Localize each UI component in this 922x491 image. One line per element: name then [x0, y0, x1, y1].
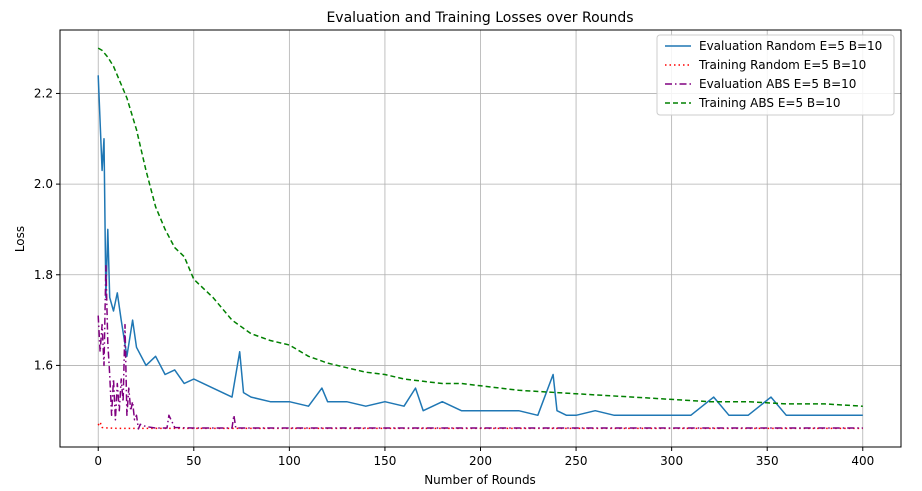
x-tick-label: 250: [565, 454, 588, 468]
x-tick-label: 0: [94, 454, 102, 468]
x-tick-label: 100: [278, 454, 301, 468]
x-tick-label: 50: [186, 454, 201, 468]
y-tick-label: 2.0: [34, 177, 53, 191]
series-line-4: [97, 47, 863, 407]
chart-title: Evaluation and Training Losses over Roun…: [326, 10, 633, 26]
x-tick-label: 350: [756, 454, 779, 468]
y-tick-label: 2.2: [34, 86, 53, 100]
x-tick-label: 300: [660, 454, 683, 468]
x-tick-label: 150: [373, 454, 396, 468]
legend-label-2: Training Random E=5 B=10: [698, 58, 866, 72]
legend-label-1: Evaluation Random E=5 B=10: [699, 39, 882, 53]
legend-box: [656, 34, 895, 116]
series-lines: [97, 47, 863, 430]
y-tick-label: 1.8: [34, 268, 53, 282]
series-line-1: [97, 75, 863, 417]
y-axis-label: Loss: [13, 226, 27, 252]
x-tick-label: 200: [469, 454, 492, 468]
axis-ticks: 0 50 100 150 200 250 300 350 400 1.6 1.8 2.0 2.2: [34, 86, 874, 468]
x-axis-label: Number of Rounds: [424, 473, 536, 487]
y-tick-label: 1.6: [34, 358, 53, 372]
legend-label-3: Evaluation ABS E=5 B=10: [699, 77, 856, 91]
x-tick-label: 400: [851, 454, 874, 468]
legend-label-4: Training ABS E=5 B=10: [698, 96, 840, 110]
series-line-3: [97, 264, 863, 430]
legend: Evaluation Random E=5 B=10 Training Rando…: [656, 34, 895, 116]
